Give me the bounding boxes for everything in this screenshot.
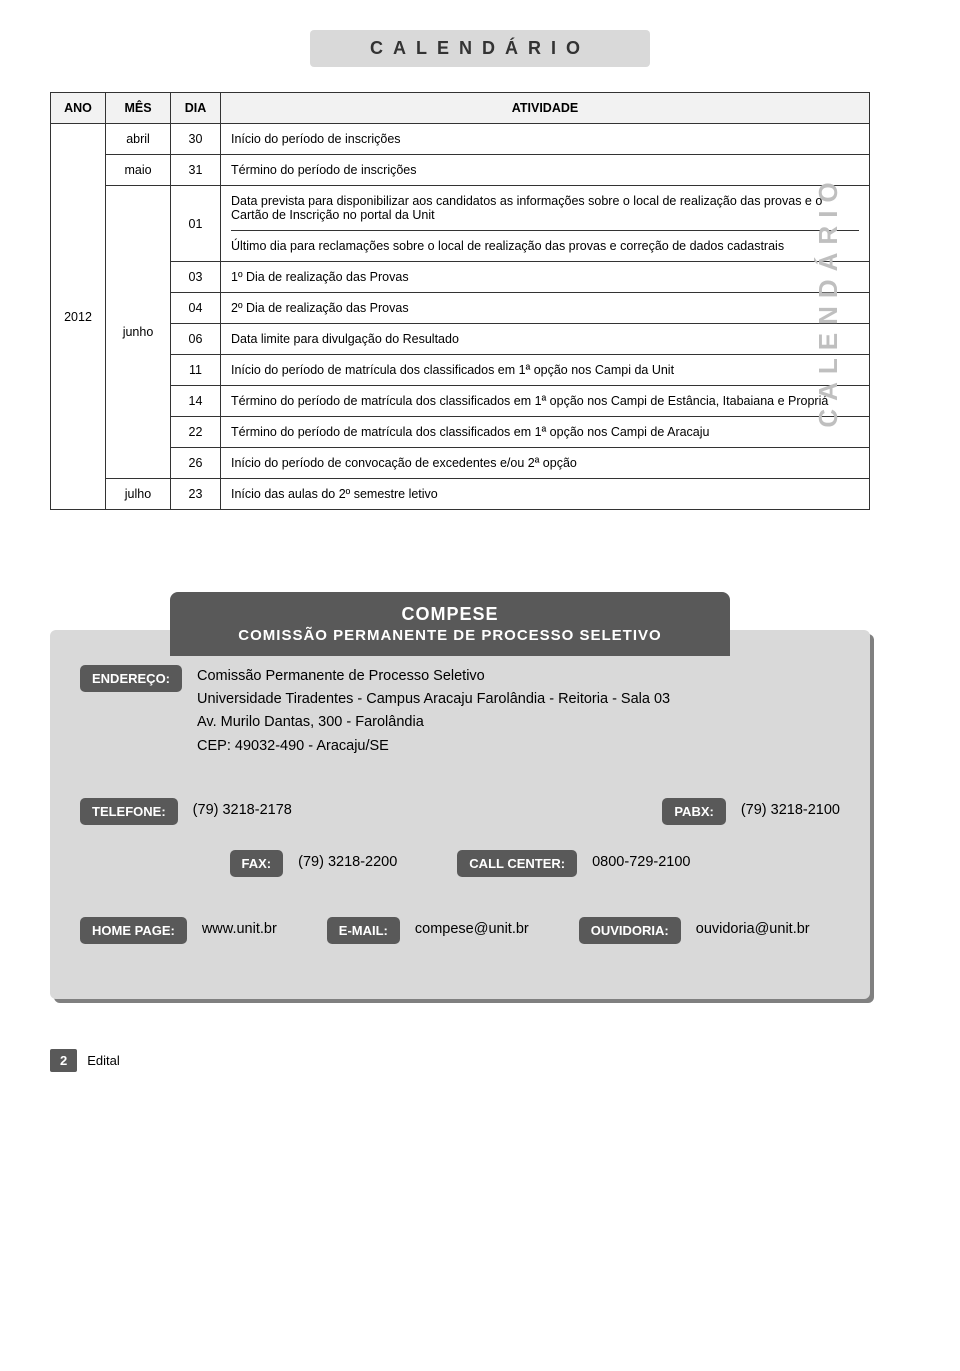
- cell-atividade: 2º Dia de realização das Provas: [221, 293, 870, 324]
- label-email: E-MAIL:: [327, 917, 400, 944]
- endereco-l1: Comissão Permanente de Processo Seletivo: [197, 665, 670, 688]
- col-dia: DIA: [171, 93, 221, 124]
- table-row: julho 23 Início das aulas do 2º semestre…: [51, 479, 870, 510]
- table-header-row: ANO MÊS DIA ATIVIDADE: [51, 93, 870, 124]
- cell-atividade: Término do período de inscrições: [221, 155, 870, 186]
- info-header-line1: COMPESE: [200, 604, 700, 625]
- cell-dia: 30: [171, 124, 221, 155]
- value-email: compese@unit.br: [415, 919, 529, 941]
- info-section: INFORMAÇÕES COMPESE COMISSÃO PERMANENTE …: [50, 630, 910, 999]
- value-homepage: www.unit.br: [202, 919, 277, 941]
- cell-mes: julho: [106, 479, 171, 510]
- table-row: 14 Término do período de matrícula dos c…: [51, 386, 870, 417]
- label-pabx: PABX:: [662, 798, 725, 825]
- endereco-l4: CEP: 49032-490 - Aracaju/SE: [197, 735, 670, 758]
- cell-mes: junho: [106, 186, 171, 479]
- col-atividade: ATIVIDADE: [221, 93, 870, 124]
- cell-atividade: Início do período de convocação de exced…: [221, 448, 870, 479]
- info-panel: COMPESE COMISSÃO PERMANENTE DE PROCESSO …: [50, 630, 870, 999]
- row-fax-callcenter: FAX: (79) 3218-2200 CALL CENTER: 0800-72…: [80, 850, 840, 877]
- cell-atividade-b: Último dia para reclamações sobre o loca…: [231, 230, 859, 253]
- cell-dia: 26: [171, 448, 221, 479]
- calendar-section: CALENDÁRIO ANO MÊS DIA ATIVIDADE 2012 ab…: [50, 92, 910, 510]
- cell-atividade-a: Data prevista para disponibilizar aos ca…: [231, 194, 859, 222]
- cell-dia: 31: [171, 155, 221, 186]
- footer: 2 Edital: [50, 1049, 910, 1072]
- row-telefone-pabx: TELEFONE: (79) 3218-2178 PABX: (79) 3218…: [80, 798, 840, 825]
- page-number: 2: [50, 1049, 77, 1072]
- table-row: 06 Data limite para divulgação do Result…: [51, 324, 870, 355]
- endereco-l3: Av. Murilo Dantas, 300 - Farolândia: [197, 711, 670, 734]
- table-row: 04 2º Dia de realização das Provas: [51, 293, 870, 324]
- value-fax: (79) 3218-2200: [298, 852, 397, 874]
- label-homepage: HOME PAGE:: [80, 917, 187, 944]
- cell-mes: abril: [106, 124, 171, 155]
- row-endereco: ENDEREÇO: Comissão Permanente de Process…: [80, 665, 840, 758]
- label-fax: FAX:: [230, 850, 284, 877]
- footer-label: Edital: [87, 1053, 120, 1068]
- col-ano: ANO: [51, 93, 106, 124]
- value-telefone: (79) 3218-2178: [193, 800, 292, 822]
- label-telefone: TELEFONE:: [80, 798, 178, 825]
- calendar-table: ANO MÊS DIA ATIVIDADE 2012 abril 30 Iníc…: [50, 92, 870, 510]
- table-row: 22 Término do período de matrícula dos c…: [51, 417, 870, 448]
- side-label-calendario: CALENDÁRIO: [813, 174, 844, 427]
- cell-dia: 01: [171, 186, 221, 262]
- cell-atividade: Término do período de matrícula dos clas…: [221, 386, 870, 417]
- cell-atividade: Início das aulas do 2º semestre letivo: [221, 479, 870, 510]
- cell-dia: 04: [171, 293, 221, 324]
- cell-atividade: Data limite para divulgação do Resultado: [221, 324, 870, 355]
- cell-atividade: Data prevista para disponibilizar aos ca…: [221, 186, 870, 262]
- value-ouvidoria: ouvidoria@unit.br: [696, 919, 810, 941]
- cell-atividade: Término do período de matrícula dos clas…: [221, 417, 870, 448]
- cell-atividade: 1º Dia de realização das Provas: [221, 262, 870, 293]
- info-header: COMPESE COMISSÃO PERMANENTE DE PROCESSO …: [170, 592, 730, 656]
- cell-dia: 11: [171, 355, 221, 386]
- label-endereco: ENDEREÇO:: [80, 665, 182, 692]
- table-row: 03 1º Dia de realização das Provas: [51, 262, 870, 293]
- table-row: 26 Início do período de convocação de ex…: [51, 448, 870, 479]
- row-web: HOME PAGE: www.unit.br E-MAIL: compese@u…: [80, 917, 840, 944]
- table-row: 2012 abril 30 Início do período de inscr…: [51, 124, 870, 155]
- cell-atividade: Início do período de matrícula dos class…: [221, 355, 870, 386]
- value-callcenter: 0800-729-2100: [592, 852, 690, 874]
- endereco-block: Comissão Permanente de Processo Seletivo…: [197, 665, 670, 758]
- col-mes: MÊS: [106, 93, 171, 124]
- cell-dia: 14: [171, 386, 221, 417]
- cell-atividade: Início do período de inscrições: [221, 124, 870, 155]
- label-ouvidoria: OUVIDORIA:: [579, 917, 681, 944]
- table-row: maio 31 Término do período de inscrições: [51, 155, 870, 186]
- cell-dia: 23: [171, 479, 221, 510]
- info-header-line2: COMISSÃO PERMANENTE DE PROCESSO SELETIVO: [200, 627, 700, 644]
- cell-dia: 22: [171, 417, 221, 448]
- value-pabx: (79) 3218-2100: [741, 800, 840, 822]
- table-row: 11 Início do período de matrícula dos cl…: [51, 355, 870, 386]
- label-callcenter: CALL CENTER:: [457, 850, 577, 877]
- cell-dia: 06: [171, 324, 221, 355]
- endereco-l2: Universidade Tiradentes - Campus Aracaju…: [197, 688, 670, 711]
- cell-mes: maio: [106, 155, 171, 186]
- cell-dia: 03: [171, 262, 221, 293]
- page-title: CALENDÁRIO: [310, 30, 650, 67]
- table-row: junho 01 Data prevista para disponibiliz…: [51, 186, 870, 262]
- cell-ano: 2012: [51, 124, 106, 510]
